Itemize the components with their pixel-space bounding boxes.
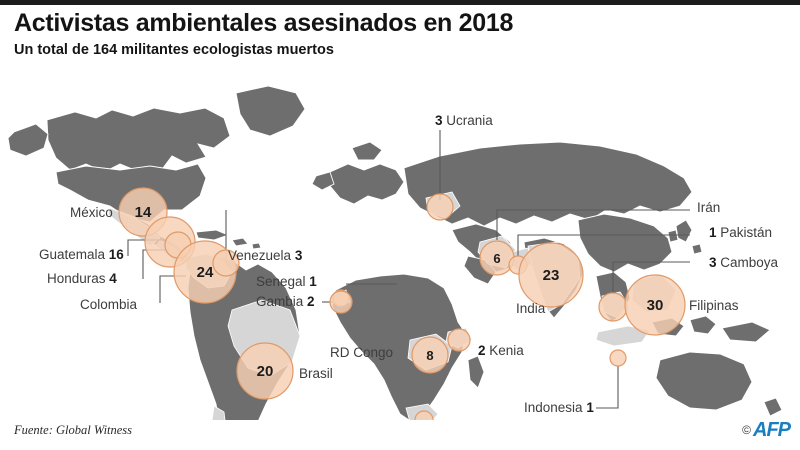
land-cuba: [195, 229, 230, 241]
label-irán: Irán: [697, 200, 720, 215]
bubble-value-irán: 6: [493, 251, 500, 266]
land-china: [577, 213, 673, 273]
land-europe-west: [329, 163, 405, 205]
label-camboya: 3 Camboya: [709, 255, 779, 270]
bubble-value-rd-congo: 8: [426, 348, 433, 363]
land-canada: [46, 107, 231, 173]
afp-logo: © AFP: [742, 419, 791, 441]
land-sulawesi: [689, 315, 717, 335]
hl-chile: [211, 405, 226, 420]
label-honduras: Honduras 4: [47, 271, 117, 286]
label-india: India: [516, 301, 546, 316]
land-australia: [655, 351, 753, 411]
footer: Fuente: Global Witness © AFP: [0, 418, 800, 450]
header: Activistas ambientales asesinados en 201…: [14, 8, 714, 59]
bubble-value-brasil: 20: [257, 363, 274, 380]
land-africa: [331, 273, 467, 420]
land-new-zealand: [763, 397, 783, 417]
land-japan: [675, 219, 693, 243]
bubble-filipinas[interactable]: [624, 274, 686, 336]
bubble-camboya[interactable]: [598, 292, 628, 322]
label-senegal: Senegal 1: [256, 274, 317, 289]
label-filipinas: Filipinas: [689, 298, 739, 313]
label-rd-congo: RD Congo: [330, 345, 393, 360]
afp-wordmark: AFP: [753, 419, 791, 441]
land-puertorico: [251, 242, 262, 250]
bubble-sudáfrica[interactable]: [414, 410, 434, 420]
land-korea: [667, 229, 679, 243]
land-alaska: [7, 123, 49, 157]
land-hispaniola: [231, 237, 249, 247]
label-méxico: México: [70, 205, 113, 220]
label-gambia: Gambia 2: [256, 294, 315, 309]
label-ucrania: 3 Ucrania: [435, 113, 493, 128]
label-pakistán: 1 Pakistán: [709, 225, 772, 240]
world-bubble-map: 14 24 20 8 6 23 30 México Guatemala 16 Honduras …: [0, 60, 800, 420]
land-scandinavia: [351, 141, 383, 161]
bubble-india[interactable]: [518, 242, 584, 308]
bubble-rd-congo[interactable]: [411, 336, 449, 374]
label-brasil: Brasil: [299, 366, 333, 381]
bubble-indonesia[interactable]: [609, 349, 627, 367]
bubble-value-méxico: 14: [135, 204, 152, 221]
label-guatemala: Guatemala 16: [39, 247, 124, 262]
hl-indonesia: [595, 325, 651, 347]
label-venezuela: Venezuela 3: [228, 248, 303, 263]
map-svg: 14 24 20 8 6 23 30 México Guatemala 16 Honduras …: [0, 60, 800, 420]
leader-line-irán: [496, 209, 690, 240]
land-uk: [311, 171, 335, 191]
label-kenia: 2 Kenia: [478, 343, 524, 358]
page-subtitle: Un total de 164 militantes ecologistas m…: [14, 42, 334, 58]
bubble-ucrania[interactable]: [426, 193, 454, 221]
bubble-value-filipinas: 30: [647, 297, 664, 314]
copyright-symbol: ©: [742, 423, 751, 437]
bubble-value-colombia: 24: [197, 264, 214, 281]
top-rule: [0, 0, 800, 5]
land-asia-north: [403, 141, 693, 227]
bubble-kenia[interactable]: [447, 328, 471, 352]
leader-line-indonesia: [596, 366, 619, 409]
bubbles: 14 24 20 8 6 23 30: [118, 187, 686, 420]
label-colombia: Colombia: [80, 297, 138, 312]
land-madagascar: [467, 355, 485, 389]
bubble-venezuela[interactable]: [212, 249, 240, 277]
land-greenland: [235, 85, 306, 137]
page-title: Activistas ambientales asesinados en 201…: [14, 9, 514, 37]
bubble-labels: México Guatemala 16 Honduras 4 Colombia Vene…: [39, 113, 779, 415]
bubble-brasil[interactable]: [236, 342, 294, 400]
source-credit: Fuente: Global Witness: [14, 423, 133, 437]
bubble-gambia[interactable]: [329, 290, 353, 314]
land-japan-south: [691, 243, 703, 255]
label-indonesia: Indonesia 1: [524, 400, 594, 415]
land-new-guinea: [721, 321, 771, 343]
leader-line-camboya: [612, 261, 690, 293]
leader-line-pakistán: [517, 234, 690, 256]
bubble-value-india: 23: [543, 267, 560, 284]
